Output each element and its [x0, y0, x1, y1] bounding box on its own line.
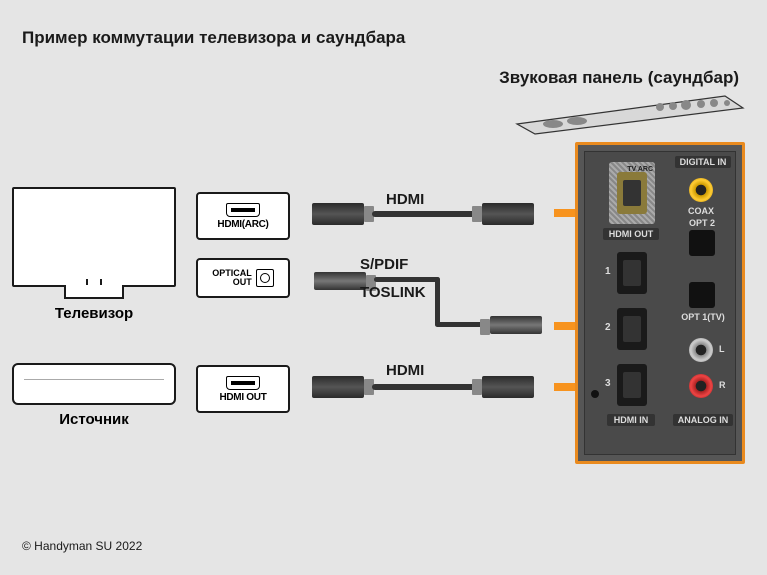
optical-icon — [256, 269, 274, 287]
analog-r-port — [689, 374, 713, 398]
optical-cable — [435, 277, 440, 327]
hdmi-plug — [482, 376, 534, 398]
aux-jack — [591, 390, 599, 398]
tv-label: Телевизор — [12, 305, 176, 322]
hdmi-cable — [372, 384, 484, 390]
hdmi-in-2 — [617, 308, 647, 350]
opt2-port — [689, 230, 715, 256]
port-hdmi-arc: HDMI(ARC) — [196, 192, 290, 240]
hdmi-icon — [226, 203, 260, 217]
analog-l-port — [689, 338, 713, 362]
soundbar-illustration — [515, 94, 745, 136]
port-num-1: 1 — [605, 266, 611, 277]
optical-plug — [490, 316, 542, 334]
coax-label: COAX — [687, 206, 715, 216]
opt1-label: OPT 1(TV) — [677, 312, 729, 322]
tv-screen — [12, 187, 176, 287]
cable-hdmi1-label: HDMI — [386, 191, 424, 208]
hdmi-arc-port: TV ARC — [609, 162, 655, 224]
page-title: Пример коммутации телевизора и саундбара — [22, 28, 405, 48]
tv-stand — [64, 285, 124, 299]
digital-in-label: DIGITAL IN — [675, 156, 731, 168]
source-box — [12, 363, 176, 405]
port-optical-label: OPTICALOUT — [212, 269, 252, 287]
tv-arc-tag: TV ARC — [627, 166, 653, 173]
hdmi-plug — [482, 203, 534, 225]
analog-in-label: ANALOG IN — [673, 414, 733, 426]
port-hdmi-out: HDMI OUT — [196, 365, 290, 413]
hdmi-cable — [372, 211, 484, 217]
hdmi-icon — [226, 376, 260, 390]
optical-cable — [374, 277, 440, 282]
optical-cable — [435, 322, 483, 327]
cable-hdmi2-label: HDMI — [386, 362, 424, 379]
analog-r-label: R — [719, 380, 726, 390]
soundbar-label: Звуковая панель (саундбар) — [499, 68, 739, 88]
hdmi-plug — [312, 376, 364, 398]
port-num-3: 3 — [605, 378, 611, 389]
optical-plug — [314, 272, 366, 290]
port-hdmi-out-label: HDMI OUT — [219, 392, 266, 403]
source-device: Источник — [12, 363, 176, 428]
hdmi-in-1 — [617, 252, 647, 294]
analog-l-label: L — [719, 344, 725, 354]
port-optical: OPTICALOUT — [196, 258, 290, 298]
cable-spdif-label: S/PDIF — [360, 256, 408, 273]
port-num-2: 2 — [605, 322, 611, 333]
coax-port — [689, 178, 713, 202]
copyright: © Handyman SU 2022 — [22, 539, 142, 553]
opt1-port — [689, 282, 715, 308]
hdmi-in-3 — [617, 364, 647, 406]
cable-toslink-label: TOSLINK — [360, 284, 426, 301]
hdmi-in-label: HDMI IN — [607, 414, 655, 426]
hdmi-out-label: HDMI OUT — [603, 228, 659, 240]
port-hdmi-arc-label: HDMI(ARC) — [217, 219, 268, 230]
soundbar-rear-panel: TV ARC HDMI OUT 1 2 3 HDMI IN DIGITAL IN… — [575, 142, 745, 464]
source-label: Источник — [12, 411, 176, 428]
opt2-label: OPT 2 — [685, 218, 719, 228]
tv-device: Телевизор — [12, 187, 176, 297]
hdmi-plug — [312, 203, 364, 225]
